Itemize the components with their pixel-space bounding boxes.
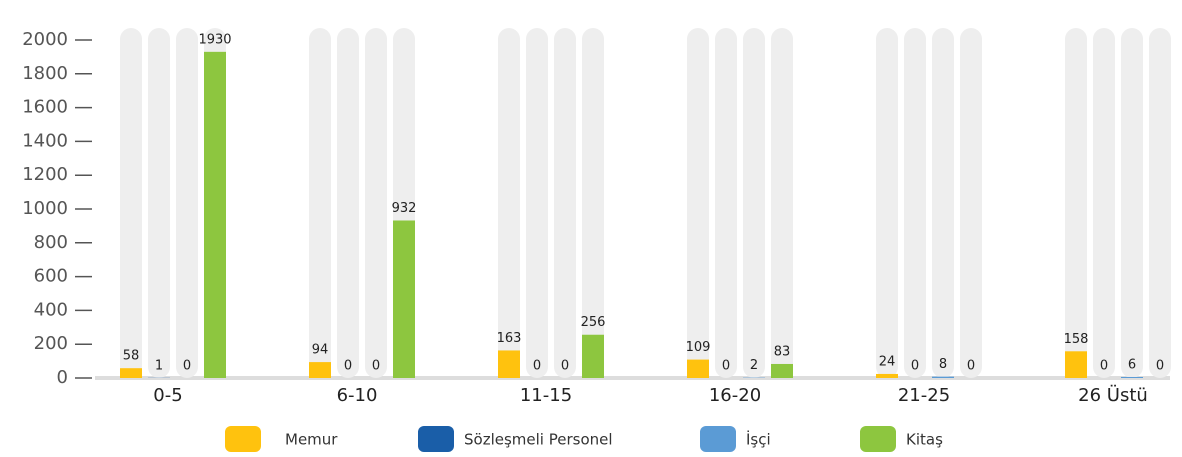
data-label: 0 — [1100, 359, 1108, 374]
data-label: 932 — [392, 201, 417, 216]
y-tick-label: 1400 — [22, 130, 68, 151]
legend-label: Sözleşmeli Personel — [464, 431, 613, 449]
bar-background — [1093, 28, 1115, 378]
legend-swatch — [225, 426, 261, 452]
bar-background — [176, 28, 198, 378]
bar — [932, 376, 954, 378]
legend-swatch — [860, 426, 896, 452]
data-label: 24 — [879, 354, 896, 369]
bar — [1065, 351, 1087, 378]
bar — [393, 220, 415, 378]
bar-background — [960, 28, 982, 378]
x-tick-label: 16-20 — [709, 385, 761, 406]
y-tick-label: 1000 — [22, 198, 68, 219]
data-label: 6 — [1128, 357, 1136, 372]
data-label: 256 — [581, 315, 606, 330]
bar-background — [582, 28, 604, 378]
data-label: 2 — [750, 358, 758, 373]
bar — [1121, 376, 1143, 378]
bar-background — [876, 28, 898, 378]
data-label: 0 — [372, 359, 380, 374]
data-label: 163 — [497, 331, 522, 346]
x-tick-label: 26 Üstü — [1078, 384, 1148, 406]
bar-background — [554, 28, 576, 378]
bar — [498, 350, 520, 378]
y-tick-label: 1600 — [22, 97, 68, 118]
data-label: 0 — [561, 359, 569, 374]
bar-background — [148, 28, 170, 378]
data-label: 0 — [1156, 359, 1164, 374]
x-tick-label: 21-25 — [898, 385, 950, 406]
data-label: 94 — [312, 343, 329, 358]
bar — [582, 334, 604, 378]
legend-swatch — [418, 426, 454, 452]
y-tick-label: 0 — [57, 367, 68, 388]
data-label: 0 — [967, 359, 975, 374]
bar-background — [715, 28, 737, 378]
y-tick-label: 800 — [34, 232, 68, 253]
bar-background — [309, 28, 331, 378]
bar-background — [1065, 28, 1087, 378]
bar-background — [1149, 28, 1171, 378]
bar-background — [498, 28, 520, 378]
data-label: 58 — [123, 349, 140, 364]
bar-background — [904, 28, 926, 378]
data-label: 0 — [183, 359, 191, 374]
x-tick-label: 0-5 — [153, 385, 182, 406]
bar — [876, 373, 898, 378]
bar-background — [526, 28, 548, 378]
legend-label: Kitaş — [906, 431, 943, 449]
legend-label: Memur — [285, 431, 338, 449]
bar-background — [365, 28, 387, 378]
bar-background — [337, 28, 359, 378]
bar — [309, 362, 331, 378]
data-label: 1930 — [198, 32, 231, 47]
y-tick-label: 600 — [34, 266, 68, 287]
data-label: 8 — [939, 357, 947, 372]
legend-swatch — [700, 426, 736, 452]
data-label: 109 — [686, 340, 711, 355]
data-label: 0 — [533, 359, 541, 374]
x-tick-label: 6-10 — [337, 385, 378, 406]
bar — [120, 368, 142, 378]
bar-background — [743, 28, 765, 378]
bar — [771, 363, 793, 378]
y-tick-label: 1800 — [22, 63, 68, 84]
data-label: 83 — [774, 344, 791, 359]
data-label: 0 — [911, 359, 919, 374]
data-label: 0 — [344, 359, 352, 374]
bar-background — [771, 28, 793, 378]
bar — [204, 51, 226, 379]
legend-label: İşçi — [746, 430, 771, 449]
y-tick-label: 2000 — [22, 29, 68, 50]
data-label: 158 — [1064, 332, 1089, 347]
bar — [687, 359, 709, 378]
y-tick-label: 200 — [34, 333, 68, 354]
bar-background — [1121, 28, 1143, 378]
y-tick-label: 400 — [34, 299, 68, 320]
bar-background — [687, 28, 709, 378]
data-label: 0 — [722, 359, 730, 374]
y-tick-label: 1200 — [22, 164, 68, 185]
bar-background — [120, 28, 142, 378]
bar-background — [932, 28, 954, 378]
data-label: 1 — [155, 358, 163, 373]
x-tick-label: 11-15 — [520, 385, 572, 406]
